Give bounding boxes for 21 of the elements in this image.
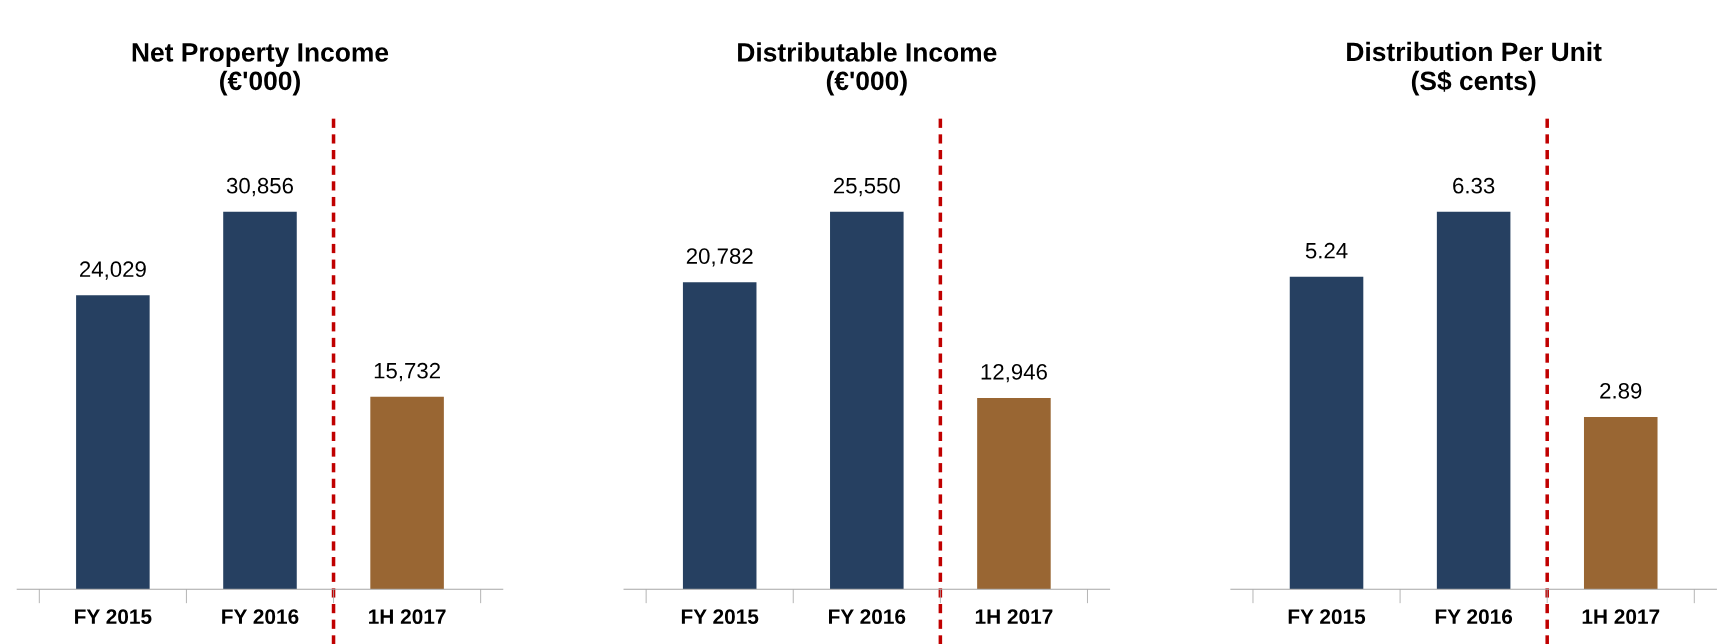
x-tick-label: FY 2016 xyxy=(829,609,906,625)
x-tick-label: 1H 2017 xyxy=(369,609,446,625)
x-tick-label: FY 2015 xyxy=(75,609,152,625)
data-label: 2.89 xyxy=(1600,382,1642,399)
chart-title: Distribution Per Unit (S$ cents) xyxy=(1347,41,1602,96)
data-label: 25,550 xyxy=(833,177,900,197)
x-tick-label: 1H 2017 xyxy=(1582,609,1660,625)
x-tick-label: FY 2016 xyxy=(222,609,299,625)
x-tick-label: FY 2015 xyxy=(1288,609,1366,625)
data-label: 20,782 xyxy=(686,248,753,267)
data-label: 6.33 xyxy=(1453,177,1495,194)
chart-title: Distributable Income (€'000) xyxy=(738,42,997,96)
data-label: 30,856 xyxy=(226,177,293,197)
data-label: 15,732 xyxy=(374,362,440,382)
data-label: 5.24 xyxy=(1305,242,1348,259)
x-tick-label: FY 2015 xyxy=(681,609,759,625)
x-tick-label: 1H 2017 xyxy=(975,609,1053,625)
data-label: 12,946 xyxy=(981,364,1047,383)
data-label: 24,029 xyxy=(80,261,146,280)
x-tick-label: FY 2016 xyxy=(1435,609,1513,625)
chart-title: Net Property Income (€'000) xyxy=(132,43,389,96)
